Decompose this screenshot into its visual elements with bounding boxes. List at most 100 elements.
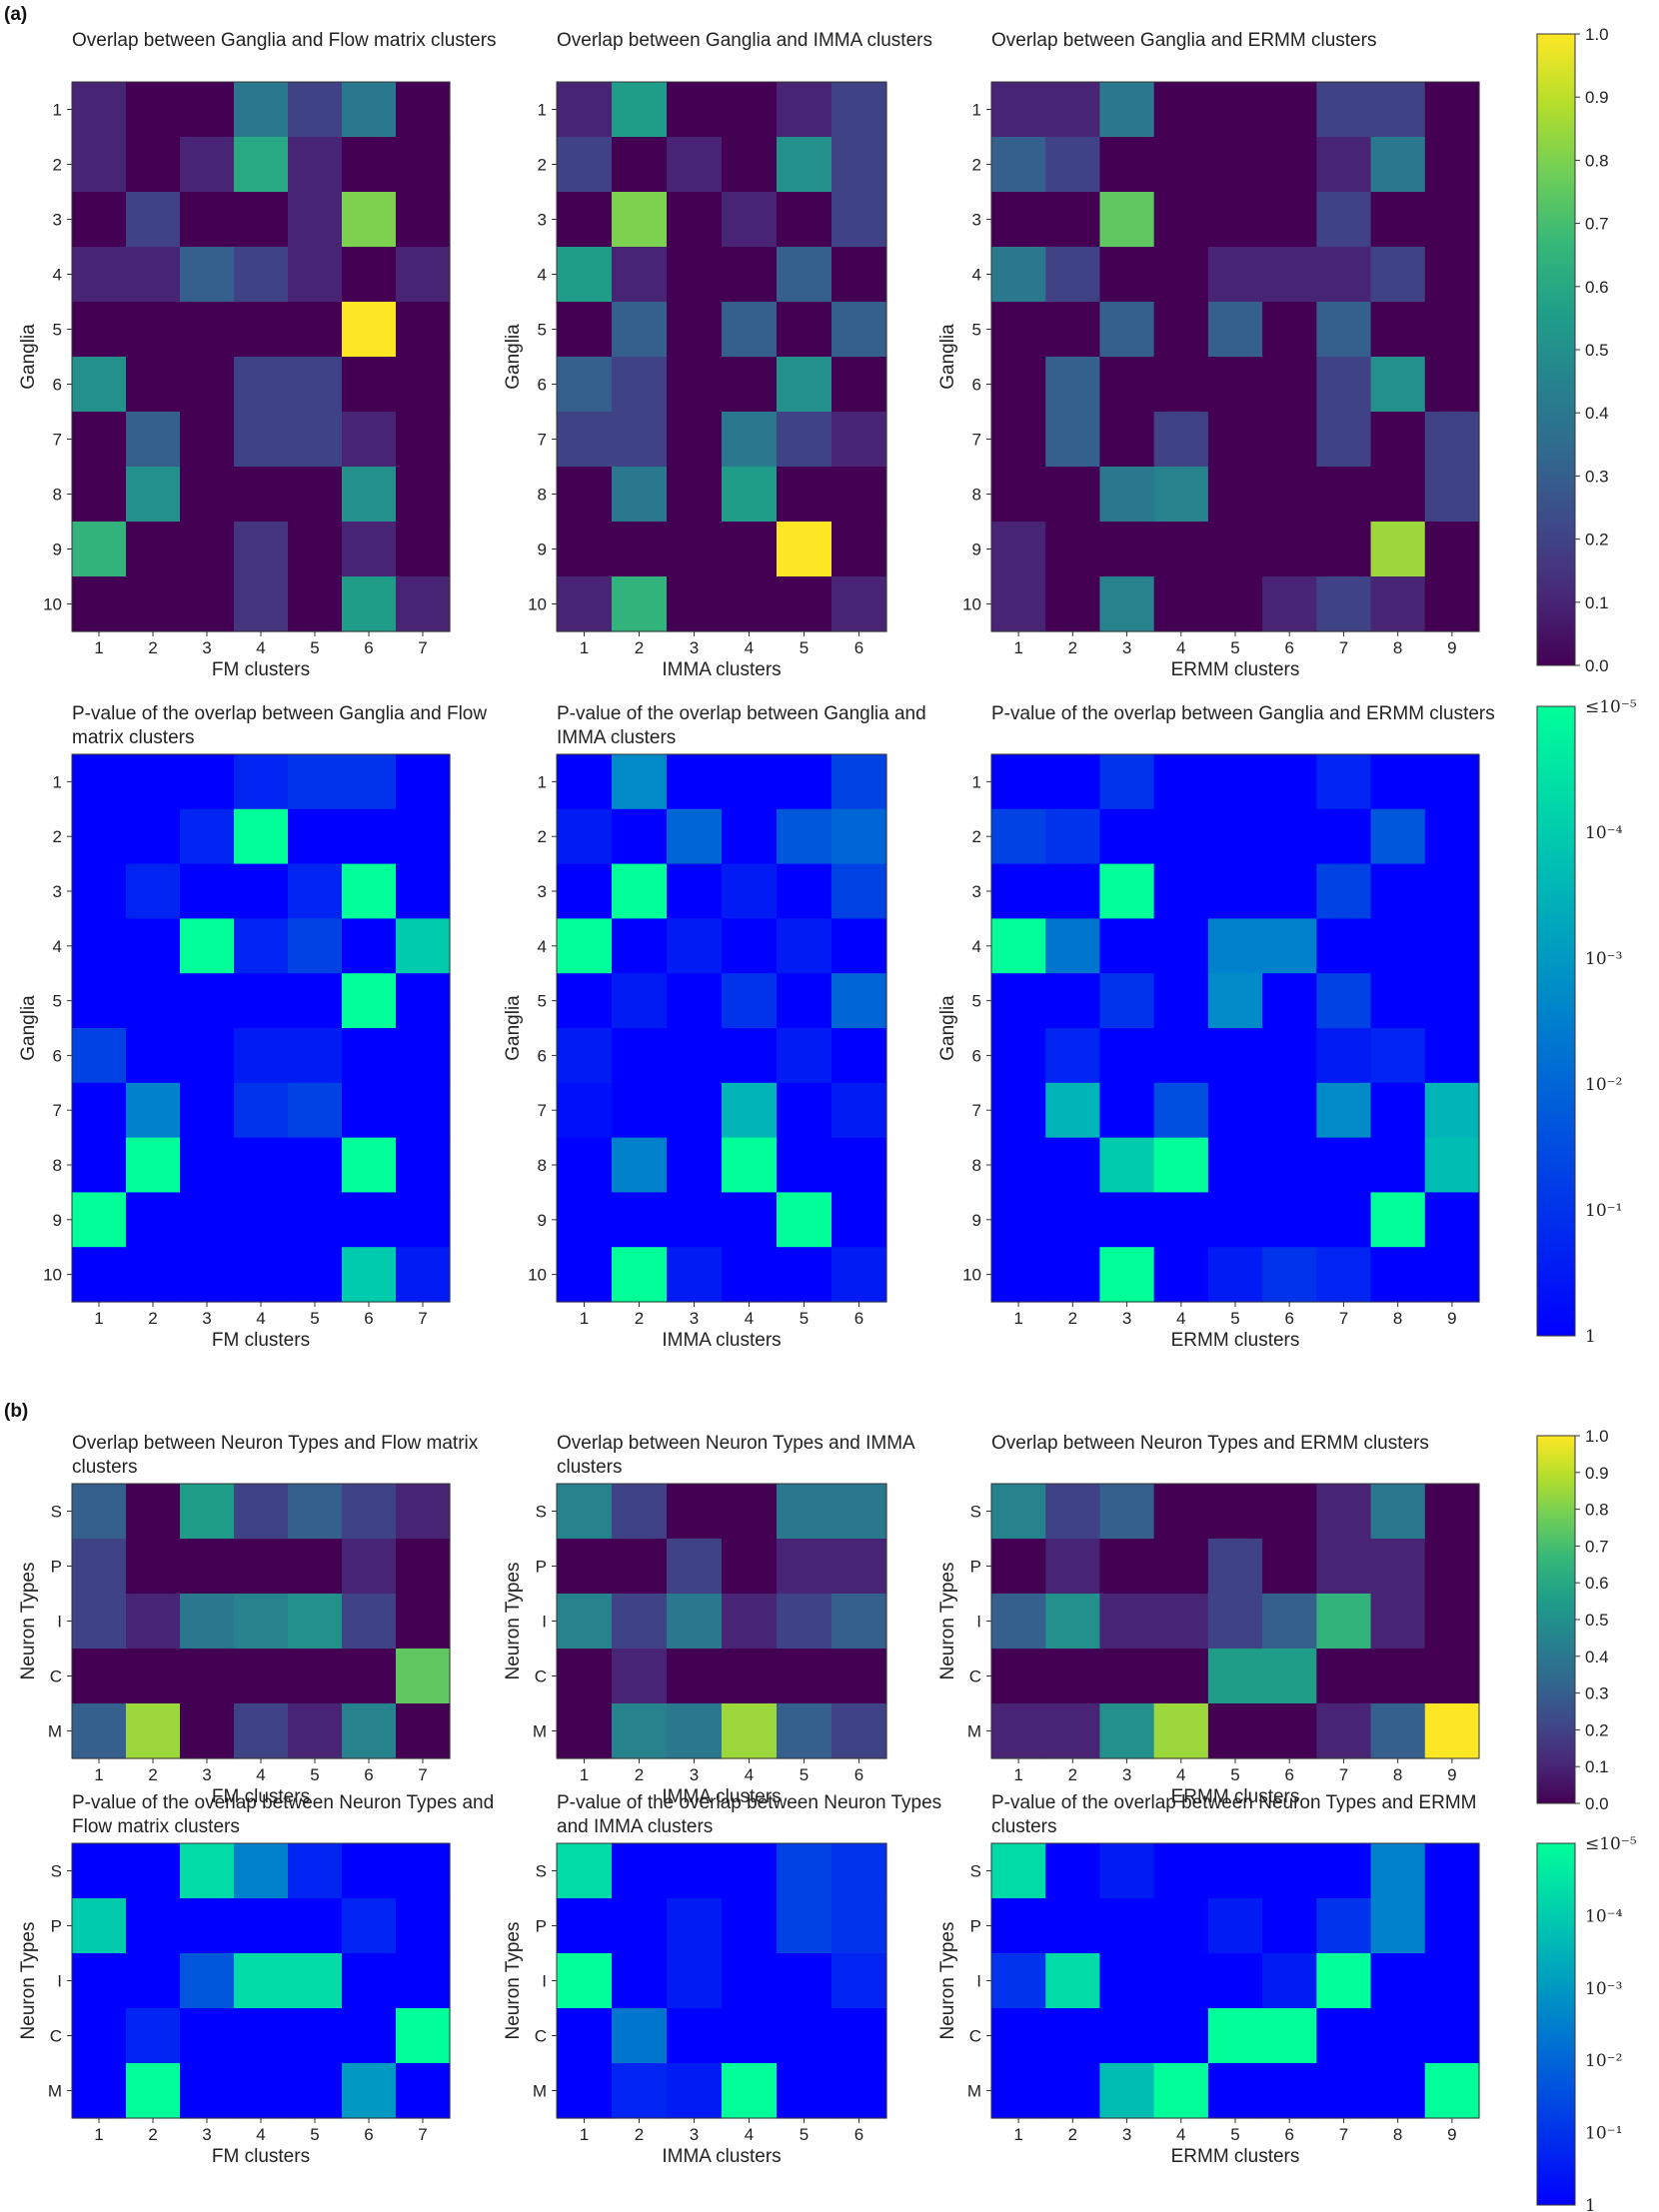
heatmap-cell-r6-c7 — [396, 357, 451, 413]
heatmap-cell-r4-c3 — [667, 247, 723, 303]
heatmap-cell-r8-c9 — [1424, 467, 1480, 523]
x-tick-label: 6 — [364, 638, 373, 657]
y-tick-label: 9 — [972, 1211, 981, 1230]
heatmap-cell-r3-c6 — [831, 192, 887, 248]
heatmap-cell-r3-c7 — [396, 1953, 451, 2009]
y-tick-label: P — [536, 1558, 547, 1577]
heatmap-cell-r4-c4 — [234, 1649, 289, 1704]
heatmap-cell-r2-c7 — [1316, 1539, 1372, 1595]
heatmap-cell-r3-c4 — [234, 192, 289, 248]
heatmap-cell-r2-c5 — [1207, 1898, 1263, 1954]
heatmap-1: Overlap between Ganglia and Flow matrix … — [18, 30, 497, 680]
heatmap-cell-r4-c5 — [777, 2008, 832, 2064]
heatmap-cell-r9-c3 — [667, 1192, 723, 1248]
colorbar-tick-label: 10⁻⁴ — [1585, 823, 1623, 843]
heatmap-cell-r5-c3 — [1099, 973, 1155, 1029]
heatmap-cell-r5-c4 — [722, 1703, 778, 1759]
heatmap-cell-r3-c4 — [234, 863, 289, 919]
heatmap-cell-r1-c4 — [1153, 1843, 1209, 1899]
y-tick-label: 1 — [53, 101, 62, 120]
heatmap-cell-r3-c1 — [557, 1953, 613, 2009]
y-tick-label: 3 — [53, 211, 62, 230]
heatmap-cell-r9-c7 — [1316, 522, 1372, 577]
x-tick-label: 1 — [1013, 1765, 1022, 1784]
heatmap-cell-r7-c1 — [557, 412, 613, 468]
heatmap-cell-r2-c2 — [126, 808, 181, 865]
y-tick-label: 1 — [538, 101, 547, 120]
x-tick-label: 7 — [1339, 638, 1348, 657]
heatmap-cell-r4-c4 — [1153, 918, 1209, 974]
x-tick-label: 2 — [635, 1765, 644, 1784]
x-tick-label: 3 — [1122, 1765, 1131, 1784]
heatmap-cell-r10-c3 — [667, 1247, 723, 1303]
colorbar-tick-label: 0.0 — [1585, 656, 1609, 675]
heatmap-cell-r3-c2 — [126, 1953, 181, 2009]
y-tick-label: 5 — [972, 992, 981, 1011]
heatmap-cell-r8-c3 — [180, 1137, 235, 1193]
heatmap-cell-r2-c6 — [1262, 1898, 1317, 1954]
heatmap-cell-r5-c6 — [342, 302, 397, 358]
heatmap-cell-r7-c5 — [288, 412, 343, 468]
heatmap-cell-r2-c1 — [72, 1898, 127, 1954]
heatmap-cell-r5-c7 — [396, 1703, 451, 1759]
heatmap-cell-r1-c6 — [342, 82, 397, 138]
heatmap-cell-r4-c3 — [180, 1649, 235, 1704]
heatmap-cell-r5-c4 — [234, 1703, 289, 1759]
x-tick-label: 3 — [202, 638, 211, 657]
heatmap-cell-r4-c5 — [288, 247, 343, 303]
x-tick-label: 6 — [1284, 1765, 1293, 1784]
heatmap-cell-r5-c5 — [1207, 973, 1263, 1029]
heatmap-cell-r8-c6 — [831, 467, 887, 523]
x-tick-label: 9 — [1447, 1765, 1456, 1784]
y-tick-label: 7 — [53, 431, 62, 450]
heatmap-cell-r2-c3 — [1099, 1539, 1155, 1595]
heatmap-cell-r3-c6 — [1262, 1953, 1317, 2009]
heatmap-cell-r2-c3 — [180, 1898, 235, 1954]
heatmap-cell-r6-c2 — [612, 1028, 668, 1084]
heatmap-cell-r6-c5 — [288, 357, 343, 413]
y-tick-label: 10 — [528, 1266, 547, 1285]
colorbar-group: 1.00.90.80.70.60.50.40.30.20.10.0≤10⁻⁵10… — [1536, 25, 1637, 2212]
heatmap-cell-r3-c1 — [72, 1953, 127, 2009]
x-axis-label: IMMA clusters — [662, 1786, 781, 1807]
heatmap-cell-r3-c1 — [557, 863, 613, 919]
y-tick-label: 10 — [962, 595, 981, 614]
heatmap-cell-r3-c2 — [1045, 192, 1101, 248]
heatmap-cell-r5-c4 — [1153, 1703, 1209, 1759]
heatmap-cell-r4-c2 — [126, 1649, 181, 1704]
heatmap-cell-r4-c9 — [1424, 2008, 1480, 2064]
heatmap-cell-r8-c6 — [1262, 1137, 1317, 1193]
heatmap-cell-r8-c4 — [1153, 1137, 1209, 1193]
x-axis-label: FM clusters — [212, 1330, 310, 1351]
heatmap-cell-r4-c6 — [1262, 918, 1317, 974]
heatmap-cell-r10-c7 — [396, 576, 451, 632]
x-tick-label: 8 — [1393, 1309, 1402, 1328]
colorbar-gradient — [1536, 33, 1576, 666]
heatmap-cell-r5-c5 — [777, 2063, 832, 2119]
y-tick-label: M — [533, 2082, 547, 2101]
heatmap-cell-r6-c3 — [180, 1028, 235, 1084]
heatmap-cell-r8-c3 — [667, 1137, 723, 1193]
heatmap-cell-r8-c7 — [396, 1137, 451, 1193]
heatmap-cell-r1-c1 — [72, 1843, 127, 1899]
heatmap-cell-r5-c1 — [991, 2063, 1046, 2119]
x-tick-label: 6 — [364, 2125, 373, 2144]
heatmap-cell-r4-c3 — [667, 1649, 723, 1704]
y-tick-label: 6 — [538, 1046, 547, 1065]
y-tick-label: 4 — [972, 937, 981, 956]
heatmap-cell-r4-c1 — [557, 1649, 613, 1704]
y-tick-label: 3 — [972, 211, 981, 230]
heatmap-cell-r3-c5 — [777, 863, 832, 919]
x-axis-label: IMMA clusters — [662, 2146, 781, 2167]
heatmap-cell-r4-c6 — [1262, 247, 1317, 303]
x-tick-label: 7 — [418, 1765, 427, 1784]
heatmap-cell-r3-c4 — [722, 1594, 778, 1650]
heatmap-cell-r3-c9 — [1424, 192, 1480, 248]
heatmap-cell-r8-c3 — [180, 467, 235, 523]
heatmap-cell-r2-c1 — [72, 137, 127, 193]
colorbar-tick-label: 1 — [1585, 1327, 1596, 1347]
heatmap-cell-r2-c6 — [342, 137, 397, 193]
y-axis-label: Ganglia — [18, 995, 39, 1061]
heatmap-cell-r4-c1 — [72, 247, 127, 303]
heatmap-cell-r2-c4 — [722, 808, 778, 865]
